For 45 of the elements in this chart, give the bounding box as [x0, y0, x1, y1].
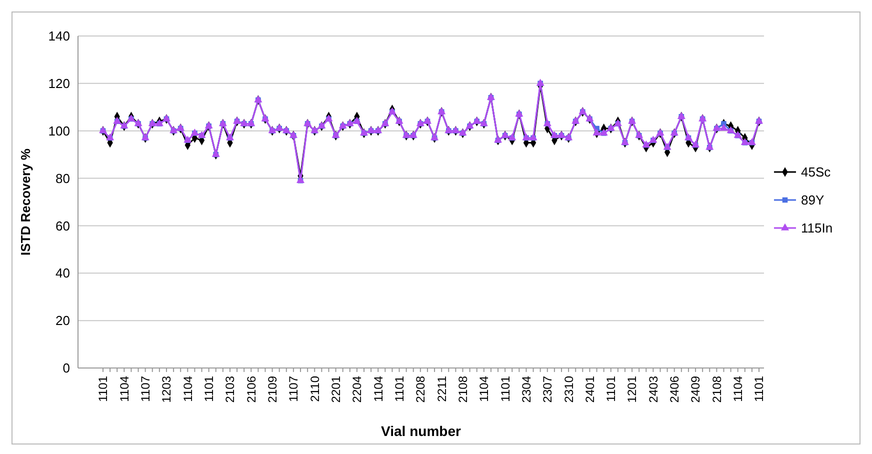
x-tick-label: 1203 — [160, 376, 174, 403]
x-tick-label: 2304 — [519, 376, 534, 403]
x-tick-label: 1104 — [371, 376, 386, 402]
x-tick-label: 1104 — [117, 376, 132, 402]
x-tick-label: 1104 — [477, 376, 492, 402]
x-tick-label: 2108 — [710, 376, 724, 403]
x-tick-label: 2211 — [434, 376, 449, 402]
x-tick-label: 2208 — [414, 376, 428, 403]
y-tick-label: 40 — [56, 266, 70, 281]
x-tick-label: 1104 — [731, 376, 746, 402]
x-tick-label: 1101 — [498, 376, 512, 402]
x-tick-label: 1201 — [625, 376, 640, 403]
x-tick-label: 1101 — [392, 376, 406, 402]
x-axis-title: Vial number — [381, 423, 462, 439]
y-tick-label: 120 — [48, 76, 70, 91]
x-tick-label: 2109 — [265, 376, 280, 403]
x-tick-label: 2409 — [688, 376, 703, 403]
y-tick-label: 60 — [56, 218, 70, 234]
y-tick-label: 0 — [62, 360, 70, 376]
legend-label: 45Sc — [801, 164, 832, 180]
x-tick-label: 1101 — [604, 376, 618, 402]
x-tick-label: 2401 — [582, 376, 597, 403]
x-tick-label: 1101 — [202, 376, 216, 402]
x-tick-label: 1104 — [180, 376, 195, 402]
x-tick-label: 1101 — [96, 376, 110, 402]
y-tick-label: 80 — [56, 170, 70, 186]
x-tick-label: 1101 — [752, 376, 766, 402]
x-tick-label: 2204 — [350, 376, 364, 403]
y-tick-label: 140 — [48, 28, 70, 44]
x-tick-label: 2310 — [562, 376, 576, 403]
y-axis-title: ISTD Recovery % — [18, 148, 33, 256]
x-tick-label: 1107 — [286, 376, 301, 402]
legend-label: 89Y — [801, 192, 824, 208]
x-tick-label: 2110 — [308, 376, 322, 402]
x-tick-label: 2108 — [456, 376, 470, 403]
x-tick-label: 2201 — [328, 376, 343, 403]
x-tick-label: 1107 — [138, 376, 153, 402]
x-tick-label: 2307 — [540, 376, 555, 403]
y-tick-label: 100 — [48, 123, 70, 138]
x-tick-label: 2403 — [646, 376, 660, 403]
y-tick-label: 20 — [56, 313, 70, 328]
x-tick-label: 2106 — [244, 376, 258, 403]
x-tick-label: 2406 — [668, 376, 682, 403]
x-tick-label: 2103 — [223, 376, 238, 403]
legend-label: 115In — [801, 220, 833, 236]
